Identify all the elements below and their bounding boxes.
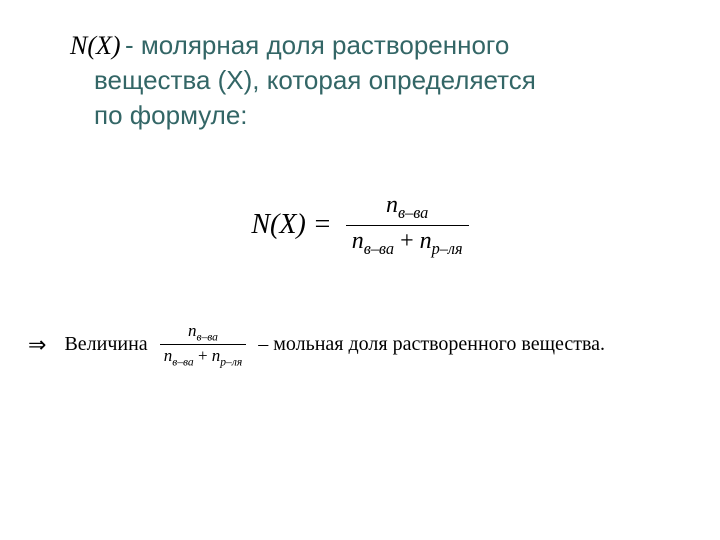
bfrac-den-plus: +: [198, 346, 208, 365]
bfrac-den-right-sub: р–ля: [220, 356, 242, 369]
num-base: n: [386, 192, 398, 218]
bfrac-den-right-base: n: [212, 346, 221, 365]
definition-text-3: по формуле:: [94, 98, 670, 133]
den-right-base: n: [420, 228, 432, 254]
bfrac-num-sub: в–ва: [196, 330, 218, 343]
formula-lhs: N(X) =: [251, 209, 341, 240]
den-plus: +: [400, 228, 414, 254]
definition-line1: N(X) - молярная доля растворенного: [70, 28, 670, 63]
num-sub: в–ва: [398, 203, 428, 222]
bullet-frac-den: nв–ва + nр–ля: [160, 345, 247, 369]
nx-symbol: N(X): [70, 31, 121, 60]
arrow-icon: ⇒: [28, 332, 46, 358]
bullet-left-text: Величина: [64, 333, 147, 356]
den-left-base: n: [352, 228, 364, 254]
den-left-sub: в–ва: [364, 239, 394, 258]
bullet-frac-num: nв–ва: [160, 320, 247, 345]
formula-fraction: nв–ва nв–ва + nр–ля: [346, 190, 469, 261]
formula-denominator: nв–ва + nр–ля: [346, 226, 469, 261]
definition-block: N(X) - молярная доля растворенного вещес…: [70, 28, 670, 133]
formula-numerator: nв–ва: [346, 190, 469, 226]
slide: N(X) - молярная доля растворенного вещес…: [0, 0, 720, 540]
bfrac-den-left-sub: в–ва: [172, 356, 194, 369]
den-right-sub: р–ля: [432, 239, 463, 258]
main-formula: N(X) = nв–ва nв–ва + nр–ля: [0, 190, 720, 261]
bfrac-den-left-base: n: [164, 346, 173, 365]
bullet-fraction: nв–ва nв–ва + nр–ля: [160, 320, 247, 370]
definition-text-2: вещества (Х), которая определяется: [94, 63, 670, 98]
definition-text-1: - молярная доля растворенного: [125, 30, 509, 60]
bullet-right-text: – мольная доля растворенного вещества.: [258, 333, 605, 356]
bullet-row: ⇒ Величина nв–ва nв–ва + nр–ля – мольная…: [28, 320, 698, 370]
